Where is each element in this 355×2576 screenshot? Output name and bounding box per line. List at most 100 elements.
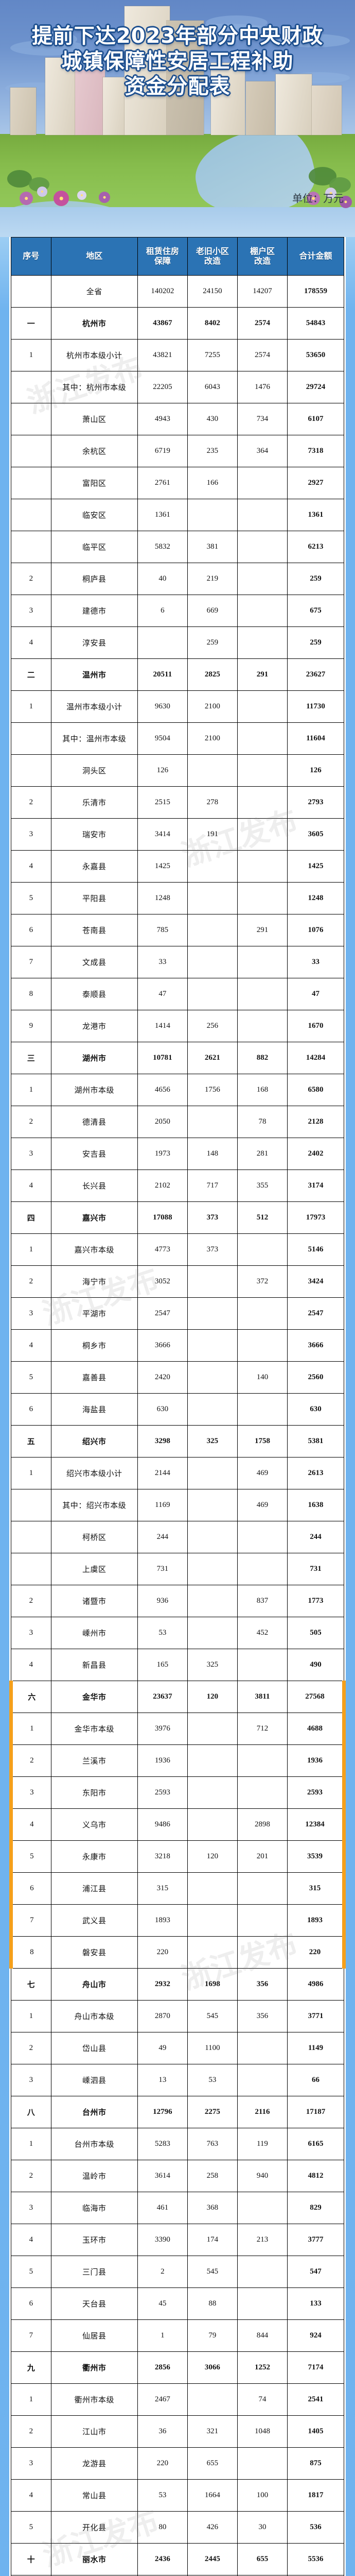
cell-shed (237, 1393, 288, 1426)
cell-area: 磐安县 (50, 1936, 138, 1969)
cell-area: 嘉兴市本级 (50, 1233, 138, 1266)
cell-shed: 734 (237, 403, 288, 435)
cell-old (187, 1489, 238, 1521)
cell-shed (237, 1553, 288, 1585)
cell-rent: 5283 (137, 2128, 188, 2160)
cell-area: 海盐县 (50, 1393, 138, 1426)
cell-shed: 168 (237, 1074, 288, 1106)
cell-shed (237, 1010, 288, 1042)
cell-shed: 291 (237, 658, 288, 691)
cell-area: 建德市 (50, 595, 138, 627)
cell-area: 温岭市 (50, 2160, 138, 2192)
cell-no: 1 (11, 1074, 51, 1106)
cell-old: 2100 (187, 690, 238, 723)
cell-no: 3 (11, 1297, 51, 1330)
cell-no: 4 (11, 2479, 51, 2512)
cell-no: 1 (11, 339, 51, 371)
cell-shed: 452 (237, 1617, 288, 1649)
cell-rent: 220 (137, 2447, 188, 2480)
table-row: 1 温州市本级小计 9630 2100 11730 (11, 690, 345, 723)
cell-old (187, 882, 238, 914)
cell-old (187, 914, 238, 946)
cell-old: 2621 (187, 1042, 238, 1074)
cell-no: 6 (11, 2287, 51, 2320)
cell-no: 3 (11, 2064, 51, 2096)
table-row: 4 永嘉县 1425 1425 (11, 850, 345, 883)
table-row: 四嘉兴市 17088 373 512 17973 (11, 1201, 345, 1234)
cell-shed (237, 690, 288, 723)
cell-total: 5536 (287, 2543, 345, 2575)
cell-shed: 281 (237, 1138, 288, 1170)
cell-no: 7 (9, 1904, 51, 1937)
cell-shed (237, 499, 288, 531)
cell-shed (237, 563, 288, 595)
cell-total: 27568 (287, 1681, 346, 1713)
cell-old (187, 1265, 238, 1298)
cell-old (187, 1457, 238, 1489)
cell-rent: 220 (137, 1936, 188, 1969)
cell-old: 120 (187, 1840, 238, 1873)
cell-old: 426 (187, 2511, 238, 2544)
cell-total: 12384 (287, 1808, 346, 1841)
col-header-shed-l2: 改造 (254, 256, 271, 266)
cell-area: 上虞区 (50, 1553, 138, 1585)
table-row: 1 杭州市本级小计 43821 7255 2574 53650 (11, 339, 345, 371)
cell-total: 2613 (287, 1457, 345, 1489)
cell-area: 文成县 (50, 946, 138, 978)
cell-shed: 30 (237, 2511, 288, 2544)
cell-no: 九 (11, 2351, 51, 2384)
cell-total: 630 (287, 1393, 345, 1426)
cell-rent: 1973 (137, 1138, 188, 1170)
cell-shed (237, 946, 288, 978)
cell-total: 29724 (287, 371, 345, 403)
cell-shed (237, 1329, 288, 1362)
cell-shed: 2116 (237, 2096, 288, 2128)
building-icon (167, 21, 204, 135)
cell-no (11, 275, 51, 308)
cell-no: 四 (11, 1201, 51, 1234)
cell-old (187, 499, 238, 531)
table-row: 3 龙游县 220 655 875 (11, 2447, 345, 2480)
cell-old (187, 1106, 238, 1138)
cell-shed (237, 595, 288, 627)
cell-total: 3539 (287, 1840, 346, 1873)
table-row: 全省 140202 24150 14207 178559 (11, 275, 345, 308)
cell-old: 1664 (187, 2479, 238, 2512)
cell-total: 4986 (287, 1968, 345, 2001)
title-line-1: 提前下达2023年部分中央财政 (31, 24, 324, 48)
cell-total: 259 (287, 563, 345, 595)
cell-no: 7 (11, 946, 51, 978)
cell-old: 321 (187, 2415, 238, 2448)
cell-shed: 1048 (237, 2415, 288, 2448)
cell-rent: 1169 (137, 1489, 188, 1521)
cell-no: 八 (11, 2096, 51, 2128)
cell-shed (237, 1233, 288, 1266)
flower-icon (340, 196, 352, 208)
cell-old (187, 1297, 238, 1330)
cell-old (187, 850, 238, 883)
cell-shed: 140 (237, 1361, 288, 1394)
cell-total: 2793 (287, 786, 345, 819)
cell-no: 5 (11, 2256, 51, 2288)
hero-banner: 提前下达2023年部分中央财政 城镇保障性安居工程补助 资金分配表 单位：万元 (0, 0, 355, 237)
cell-total: 3174 (287, 1170, 345, 1202)
table-row: 2 桐庐县 40 219 259 (11, 563, 345, 595)
cell-old: 669 (187, 595, 238, 627)
cell-total: 505 (287, 1617, 345, 1649)
cell-area: 衢州市 (50, 2351, 138, 2384)
cell-shed: 201 (237, 1840, 288, 1873)
cell-total: 2315 (287, 2575, 345, 2576)
cell-rent: 244 (137, 1521, 188, 1553)
table-row: 4 桐乡市 3666 3666 (11, 1329, 345, 1362)
cell-area: 其中：杭州市本级 (50, 371, 138, 403)
cell-old: 1100 (187, 2032, 238, 2064)
cell-rent: 4773 (137, 1233, 188, 1266)
cell-old: 655 (187, 2447, 238, 2480)
cell-rent: 9486 (137, 1808, 188, 1841)
cell-old: 1698 (187, 1968, 238, 2001)
cell-old (187, 978, 238, 1010)
cell-rent: 461 (137, 2192, 188, 2224)
cell-rent: 2515 (137, 786, 188, 819)
cell-no: 2 (11, 563, 51, 595)
table-row: 5 三门县 2 545 547 (11, 2256, 345, 2288)
